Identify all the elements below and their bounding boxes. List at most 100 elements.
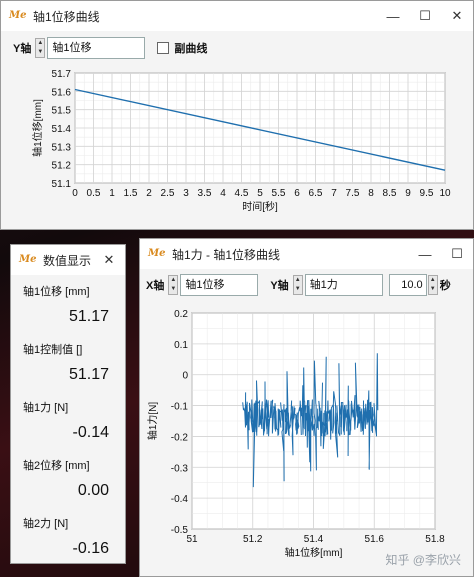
x-axis-title: 轴1位移[mm] xyxy=(285,546,343,559)
x-axis-field[interactable]: 轴1位移 xyxy=(180,274,259,296)
channel-item: 轴2位移 [mm] 0.00 xyxy=(23,455,113,505)
x-tick-label: 6 xyxy=(294,188,300,199)
x-tick-label: 51.8 xyxy=(425,534,445,545)
y-axis-spinner[interactable]: ▲ ▼ xyxy=(292,275,303,295)
sub-curve-checkbox[interactable] xyxy=(157,42,170,54)
data-line xyxy=(242,353,379,488)
y-tick-label: 0 xyxy=(182,371,188,382)
x-tick-label: 6.5 xyxy=(309,188,323,199)
x-tick-label: 2 xyxy=(146,188,152,199)
y-axis-field[interactable]: 轴1力 xyxy=(304,274,383,296)
channel-label: 轴1力 [N] xyxy=(23,402,69,414)
channel-value: -0.16 xyxy=(72,540,109,557)
x-tick-label: 0.5 xyxy=(87,188,101,199)
y-tick-label: 51.7 xyxy=(52,69,72,80)
x-tick-label: 51.4 xyxy=(304,534,324,545)
window-title: 轴1位移曲线 xyxy=(33,9,100,24)
y-axis-title: 轴1力[N] xyxy=(146,402,159,441)
y-tick-label: -0.4 xyxy=(171,494,189,505)
time-window-field[interactable]: 10.0 xyxy=(388,274,427,296)
channel-item: 轴1位移 [mm] 51.17 xyxy=(23,281,113,331)
title-bar[interactable]: Me 轴1力 - 轴1位移曲线 — ☐ xyxy=(140,239,473,269)
x-tick-label: 8 xyxy=(368,188,374,199)
app-logo-icon: Me xyxy=(148,248,166,259)
channel-item: 轴1控制值 [] 51.17 xyxy=(23,339,113,389)
x-tick-label: 51.2 xyxy=(243,534,263,545)
y-tick-label: 0.1 xyxy=(174,340,188,351)
y-tick-label: 0.2 xyxy=(174,309,188,320)
y-tick-label: -0.1 xyxy=(171,402,189,413)
channel-label: 轴1控制值 [] xyxy=(23,344,83,356)
value-display-window: Me 数值显示 ✕ 轴1位移 [mm] 51.17 轴1控制值 [] 51.17… xyxy=(10,244,126,564)
channel-item: 轴1力 [N] -0.14 xyxy=(23,397,113,447)
y-axis-field[interactable]: 轴1位移 xyxy=(47,37,146,59)
time-unit-label: 秒 xyxy=(439,280,451,292)
y-tick-label: -0.5 xyxy=(171,525,189,536)
displacement-curve-window: Me 轴1位移曲线 — ☐ ✕ Y轴 ▲ ▼ 轴1位移 副曲线 0 0.5 1 1.5 2… xyxy=(0,0,474,230)
x-tick-label: 2.5 xyxy=(161,188,175,199)
force-displacement-chart: 51 51.2 51.4 51.6 51.8 0.2 0.1 0 -0.1 -0.2 -0.3 -0.… xyxy=(146,309,445,559)
x-tick-label: 9 xyxy=(405,188,411,199)
sub-curve-label: 副曲线 xyxy=(174,43,208,55)
x-tick-label: 51.6 xyxy=(365,534,385,545)
channel-label: 轴2位移 [mm] xyxy=(23,460,90,472)
app-logo-icon: Me xyxy=(9,10,27,21)
x-axis-title: 时间[秒] xyxy=(242,200,278,213)
app-logo-icon: Me xyxy=(19,254,37,265)
x-tick-label: 0 xyxy=(72,188,78,199)
x-tick-label: 10 xyxy=(439,188,451,199)
y-tick-label: 51.4 xyxy=(52,124,72,135)
x-axis-spinner[interactable]: ▲ ▼ xyxy=(168,275,179,295)
x-tick-label: 8.5 xyxy=(383,188,397,199)
y-axis-spinner[interactable]: ▲ ▼ xyxy=(35,38,46,58)
x-axis-label: X轴 xyxy=(146,280,165,292)
x-tick-label: 51 xyxy=(186,534,198,545)
channel-item: 轴2力 [N] -0.16 xyxy=(23,513,113,563)
x-tick-label: 7 xyxy=(331,188,337,199)
channel-label: 轴1位移 [mm] xyxy=(23,286,90,298)
x-tick-label: 3.5 xyxy=(198,188,212,199)
y-axis-title: 轴1位移[mm] xyxy=(31,99,44,157)
window-title: 轴1力 - 轴1位移曲线 xyxy=(172,247,281,262)
y-tick-label: -0.3 xyxy=(171,463,189,474)
channel-value: -0.14 xyxy=(72,424,109,441)
y-tick-label: 51.2 xyxy=(52,161,72,172)
channel-list: 轴1位移 [mm] 51.17 轴1控制值 [] 51.17 轴1力 [N] -… xyxy=(11,275,125,563)
title-bar[interactable]: Me 轴1位移曲线 — ☐ ✕ xyxy=(1,1,473,31)
y-axis-label: Y轴 xyxy=(270,280,289,292)
x-tick-label: 7.5 xyxy=(346,188,360,199)
time-window-spinner[interactable]: ▲ ▼ xyxy=(427,275,438,295)
force-displacement-window: Me 轴1力 - 轴1位移曲线 — ☐ X轴 ▲ ▼ 轴1位移 Y轴 ▲ ▼ 轴1力… xyxy=(139,238,474,577)
toolbar: X轴 ▲ ▼ 轴1位移 Y轴 ▲ ▼ 轴1力 10.0 ▲ ▼ 秒 xyxy=(140,269,473,301)
x-tick-label: 1.5 xyxy=(124,188,138,199)
y-tick-label: 51.3 xyxy=(52,142,72,153)
minimize-button[interactable]: — xyxy=(418,246,432,262)
maximize-button[interactable]: ☐ xyxy=(451,246,463,261)
watermark: 知乎 @李欣兴 xyxy=(385,553,461,567)
channel-value: 51.17 xyxy=(68,308,109,325)
displacement-time-chart: 0 0.5 1 1.5 2 2.5 3 3.5 4 4.5 5 5.5 6 6.5 7 7.5 8 8.5 9 9.5… xyxy=(31,69,451,213)
maximize-button[interactable]: ☐ xyxy=(419,8,431,23)
channel-value: 51.17 xyxy=(68,366,109,383)
x-tick-label: 5.5 xyxy=(272,188,286,199)
toolbar: Y轴 ▲ ▼ 轴1位移 副曲线 xyxy=(1,31,473,65)
y-tick-label: 51.5 xyxy=(52,106,72,117)
x-tick-label: 4 xyxy=(220,188,226,199)
channel-label: 轴2力 [N] xyxy=(23,518,69,530)
x-tick-label: 9.5 xyxy=(420,188,434,199)
data-line xyxy=(74,88,446,171)
y-tick-label: -0.2 xyxy=(171,432,189,443)
x-tick-label: 1 xyxy=(109,188,115,199)
minimize-button[interactable]: — xyxy=(386,8,400,24)
x-tick-label: 4.5 xyxy=(235,188,249,199)
y-tick-label: 51.1 xyxy=(52,179,72,190)
close-button[interactable]: ✕ xyxy=(103,252,115,267)
x-tick-label: 5 xyxy=(257,188,263,199)
x-tick-label: 3 xyxy=(183,188,189,199)
close-button[interactable]: ✕ xyxy=(451,8,463,23)
y-axis-label: Y轴 xyxy=(13,43,32,55)
title-bar[interactable]: Me 数值显示 ✕ xyxy=(11,245,125,275)
channel-value: 0.00 xyxy=(77,482,109,499)
y-tick-label: 51.6 xyxy=(52,87,72,98)
window-title: 数值显示 xyxy=(43,253,92,268)
